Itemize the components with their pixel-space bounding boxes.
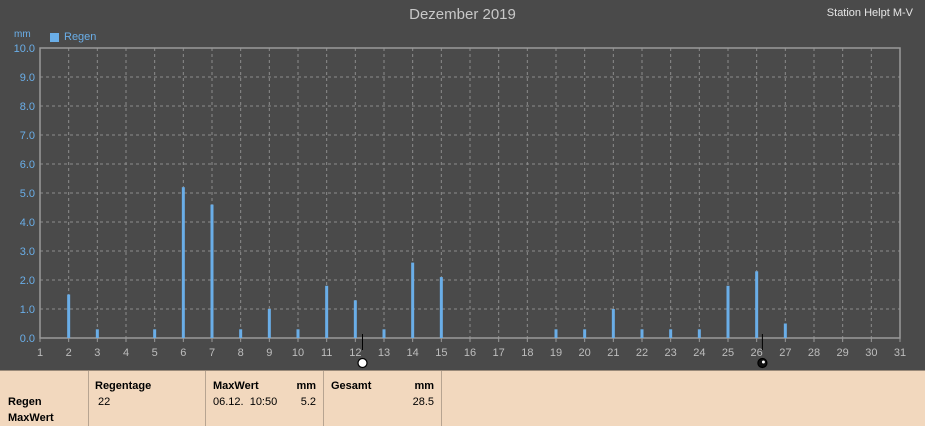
x-tick-label: 6: [180, 347, 186, 359]
rain-bar: [296, 329, 300, 338]
x-tick-label: 21: [607, 347, 619, 359]
rain-bar: [95, 329, 99, 338]
x-tick-label: 11: [321, 347, 332, 359]
rain-bar: [239, 329, 243, 338]
rain-bar: [353, 300, 357, 338]
x-tick-label: 16: [464, 347, 476, 359]
x-tick-label: 15: [435, 347, 447, 359]
rain-bar: [67, 294, 71, 338]
rain-bar: [726, 285, 730, 338]
gesamt-unit: mm: [414, 380, 434, 392]
x-tick-label: 13: [378, 347, 390, 359]
legend: Regen: [50, 31, 96, 43]
y-tick-label: 9.0: [20, 72, 35, 84]
y-tick-label: 4.0: [20, 217, 35, 229]
rain-bar: [697, 329, 701, 338]
x-tick-label: 4: [123, 347, 129, 359]
y-tick-label: 10.0: [14, 43, 35, 55]
chart-title: Dezember 2019: [409, 6, 516, 23]
x-tick-label: 14: [407, 347, 419, 359]
x-tick-label: 1: [37, 347, 43, 359]
regentage-value: 22: [98, 396, 111, 408]
legend-label: Regen: [64, 31, 97, 43]
rain-bar: [783, 323, 787, 338]
x-tick-label: 20: [579, 347, 591, 359]
y-axis-unit: mm: [14, 29, 31, 40]
x-tick-label: 27: [779, 347, 791, 359]
station-name: Station Helpt M-V: [826, 7, 913, 19]
x-tick-label: 28: [808, 347, 820, 359]
row-label-regen: Regen: [8, 396, 42, 408]
x-tick-label: 29: [837, 347, 849, 359]
x-tick-label: 31: [894, 347, 906, 359]
x-tick-label: 25: [722, 347, 734, 359]
rain-bar: [583, 329, 587, 338]
regentage-header: Regentage: [95, 380, 152, 392]
x-tick-label: 24: [693, 347, 705, 359]
plot-frame: [39, 47, 901, 339]
x-tick-label: 30: [865, 347, 877, 359]
summary-cell-regentage: Regentage 22: [89, 371, 206, 426]
x-tick-label: 8: [238, 347, 244, 359]
x-tick-label: 5: [152, 347, 158, 359]
y-tick-label: 2.0: [20, 275, 35, 287]
rain-chart: 0.01.02.03.04.05.06.07.08.09.010.01 2 3 4 5 6…: [14, 43, 906, 369]
x-tick-label: 17: [493, 347, 505, 359]
rain-bar: [181, 187, 185, 338]
maxwert-datetime: 06.12. 10:50: [213, 396, 278, 408]
x-tick-label: 12: [349, 347, 361, 359]
rain-bar: [210, 204, 214, 338]
row-label-maxwert: MaxWert: [8, 412, 54, 424]
x-tick-label: 23: [665, 347, 677, 359]
rain-bar: [267, 309, 271, 338]
summary-cell-maxwert: MaxWert mm 06.12. 10:50 5.2: [206, 371, 324, 426]
y-tick-label: 6.0: [20, 159, 35, 171]
rain-bar: [611, 309, 615, 338]
x-tick-label: 18: [521, 347, 533, 359]
y-tick-label: 3.0: [20, 246, 35, 258]
rain-bar: [153, 329, 157, 338]
maxwert-unit: mm: [296, 380, 316, 392]
x-tick-label: 2: [66, 347, 72, 359]
x-tick-label: 26: [751, 347, 763, 359]
rain-bar: [669, 329, 673, 338]
maxwert-value: 5.2: [300, 396, 316, 408]
x-tick-label: 7: [209, 347, 215, 359]
rain-bar: [554, 329, 558, 338]
summary-row-labels: Regen MaxWert: [0, 371, 89, 426]
rain-bar: [755, 271, 759, 338]
rain-bar: [325, 285, 329, 338]
full-moon-icon: [357, 357, 368, 369]
x-tick-label: 10: [292, 347, 304, 359]
x-tick-label: 22: [636, 347, 648, 359]
summary-panel: Regen MaxWert Regentage 22 MaxWert mm 06…: [0, 370, 925, 426]
rain-bar: [439, 277, 443, 338]
gesamt-value: 28.5: [412, 396, 434, 408]
y-tick-label: 1.0: [20, 304, 35, 316]
x-tick-label: 9: [266, 347, 272, 359]
legend-swatch: [50, 32, 59, 42]
maxwert-header: MaxWert: [213, 380, 259, 392]
summary-cell-gesamt: Gesamt mm 28.5: [324, 371, 442, 426]
chart-area: 0.0 1.0 2.0 3.0 4.0 5.0 6.0 7.0 8.0 9.0 10.0 1 2 3 4 5 6…: [14, 6, 913, 369]
rain-bar: [640, 329, 644, 338]
moon-highlight-icon: [761, 360, 765, 364]
y-tick-label: 8.0: [20, 101, 35, 113]
y-tick-label: 0.0: [20, 333, 35, 345]
y-tick-label: 7.0: [20, 130, 35, 142]
rain-bar: [382, 329, 386, 338]
y-tick-label: 5.0: [20, 188, 35, 200]
gesamt-header: Gesamt: [331, 380, 372, 392]
x-tick-label: 3: [94, 347, 100, 359]
rain-bar: [411, 262, 415, 338]
x-tick-label: 19: [550, 347, 562, 359]
